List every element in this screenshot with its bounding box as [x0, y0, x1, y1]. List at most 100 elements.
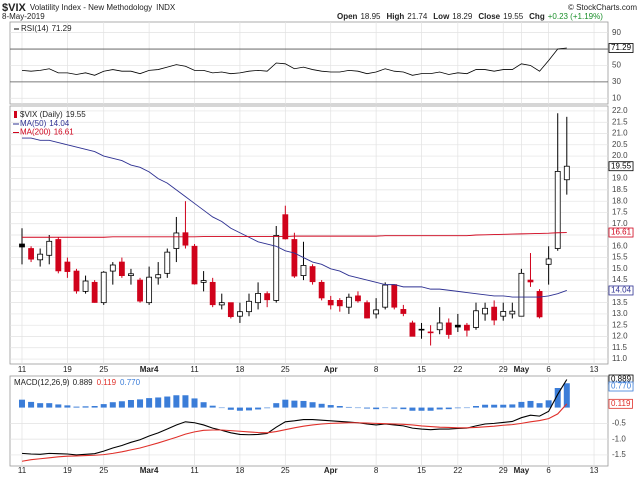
- candle-body: [128, 273, 134, 276]
- histogram-bar: [427, 407, 434, 411]
- quote-label: Low: [433, 12, 450, 21]
- candle-body: [109, 264, 116, 272]
- histogram-bar: [463, 407, 470, 409]
- histogram-bar: [400, 407, 407, 410]
- histogram-bar: [191, 398, 198, 408]
- candle-body: [436, 322, 443, 331]
- histogram-bar: [127, 400, 134, 408]
- histogram-bar: [227, 407, 234, 410]
- panel-frame: [9, 21, 609, 105]
- histogram-bar: [246, 407, 252, 411]
- histogram-bar: [91, 406, 98, 408]
- histogram-bar: [500, 404, 507, 408]
- x-tick-label: 15: [417, 466, 426, 475]
- value-flag-box: [608, 43, 634, 53]
- x-tick-label: 29: [499, 365, 508, 374]
- candle-body: [563, 165, 570, 181]
- candle-body: [536, 290, 543, 318]
- candle-body: [345, 296, 352, 308]
- y-tick-label: 17.5: [612, 208, 628, 217]
- candle-body: [55, 239, 62, 272]
- moving-average-line: [22, 232, 567, 238]
- x-tick-label: 18: [235, 466, 244, 475]
- histogram-bar: [309, 402, 316, 408]
- candle-body: [400, 309, 407, 314]
- y-tick-label: 13.0: [612, 309, 628, 318]
- legend-icon: [14, 111, 17, 118]
- legend-value: 0.770: [120, 378, 141, 387]
- y-tick-label: 19.0: [612, 174, 628, 183]
- quote-value: +0.23 (+1.19%): [548, 12, 603, 21]
- x-tick-label: 6: [546, 466, 551, 475]
- legend-name: RSI(14): [21, 24, 49, 33]
- credit: © StockCharts.com: [568, 3, 637, 12]
- histogram-bar: [173, 395, 180, 408]
- y-tick-label: -1.5: [612, 450, 626, 459]
- histogram-bar: [345, 406, 352, 408]
- y-tick-label: 18.0: [612, 196, 628, 205]
- histogram-bar: [318, 403, 325, 408]
- histogram-bar: [164, 396, 171, 408]
- value-flag: 14.04: [611, 286, 632, 295]
- candle-body: [518, 272, 525, 317]
- candle-body: [200, 280, 207, 283]
- x-tick-label: 11: [190, 365, 199, 374]
- histogram-bar: [137, 399, 144, 408]
- candle-body: [391, 284, 398, 308]
- quote-label: Chg: [529, 12, 545, 21]
- y-tick-label: -0.5: [612, 418, 626, 427]
- histogram-bar: [273, 403, 280, 408]
- histogram-bar: [64, 405, 71, 408]
- candle-body: [409, 322, 416, 337]
- x-tick-label: 8: [374, 466, 379, 475]
- histogram-bar: [28, 401, 35, 408]
- candle-body: [273, 235, 280, 301]
- candle-body: [473, 310, 479, 328]
- y-tick-label: 20.0: [612, 151, 628, 160]
- quote-label: High: [386, 12, 404, 21]
- histogram-bar: [19, 399, 25, 408]
- candle-body: [309, 266, 316, 283]
- histogram-bar: [563, 383, 570, 408]
- value-flag-box: [608, 227, 634, 238]
- legend-value: 14.04: [49, 119, 70, 128]
- y-tick-label: 20.5: [612, 140, 628, 149]
- histogram-bar: [509, 404, 516, 408]
- x-tick-label: 11: [190, 466, 199, 475]
- x-tick-label: May: [514, 365, 530, 374]
- x-tick-label: 13: [590, 466, 599, 475]
- quote-value: 18.29: [452, 12, 473, 21]
- candle-body: [182, 232, 189, 246]
- histogram-bar: [354, 407, 361, 409]
- x-tick-label: 11: [18, 466, 27, 475]
- x-tick-label: 22: [453, 365, 462, 374]
- histogram-bar: [218, 407, 225, 409]
- y-tick-label: 14.5: [612, 275, 628, 284]
- histogram-bar: [554, 388, 561, 408]
- y-tick-label: 13.5: [612, 298, 628, 307]
- candle-body: [218, 302, 225, 306]
- histogram-bar: [336, 406, 343, 408]
- y-tick-label: 18.5: [612, 185, 628, 194]
- x-tick-label: 11: [18, 365, 27, 374]
- candle-body: [19, 243, 25, 248]
- y-tick-label: 21.0: [612, 129, 628, 138]
- histogram-bar: [518, 401, 525, 408]
- candle-body: [82, 280, 89, 292]
- legend-name: $VIX (Daily): [20, 110, 63, 119]
- y-tick-label: -1.0: [612, 434, 626, 443]
- symbol: $VIX: [2, 2, 27, 14]
- candle-body: [64, 261, 71, 272]
- y-tick-label: 90: [612, 28, 621, 37]
- candle-body: [427, 331, 434, 334]
- histogram-bar: [491, 404, 498, 408]
- histogram-bar: [282, 399, 289, 408]
- histogram-bar: [536, 403, 543, 408]
- value-flag: 19.55: [611, 161, 632, 170]
- histogram-bar: [118, 401, 125, 408]
- candle-body: [28, 248, 34, 260]
- candle-body: [164, 251, 171, 274]
- y-tick-label: 12.5: [612, 320, 628, 329]
- quote-value: 21.74: [407, 12, 428, 21]
